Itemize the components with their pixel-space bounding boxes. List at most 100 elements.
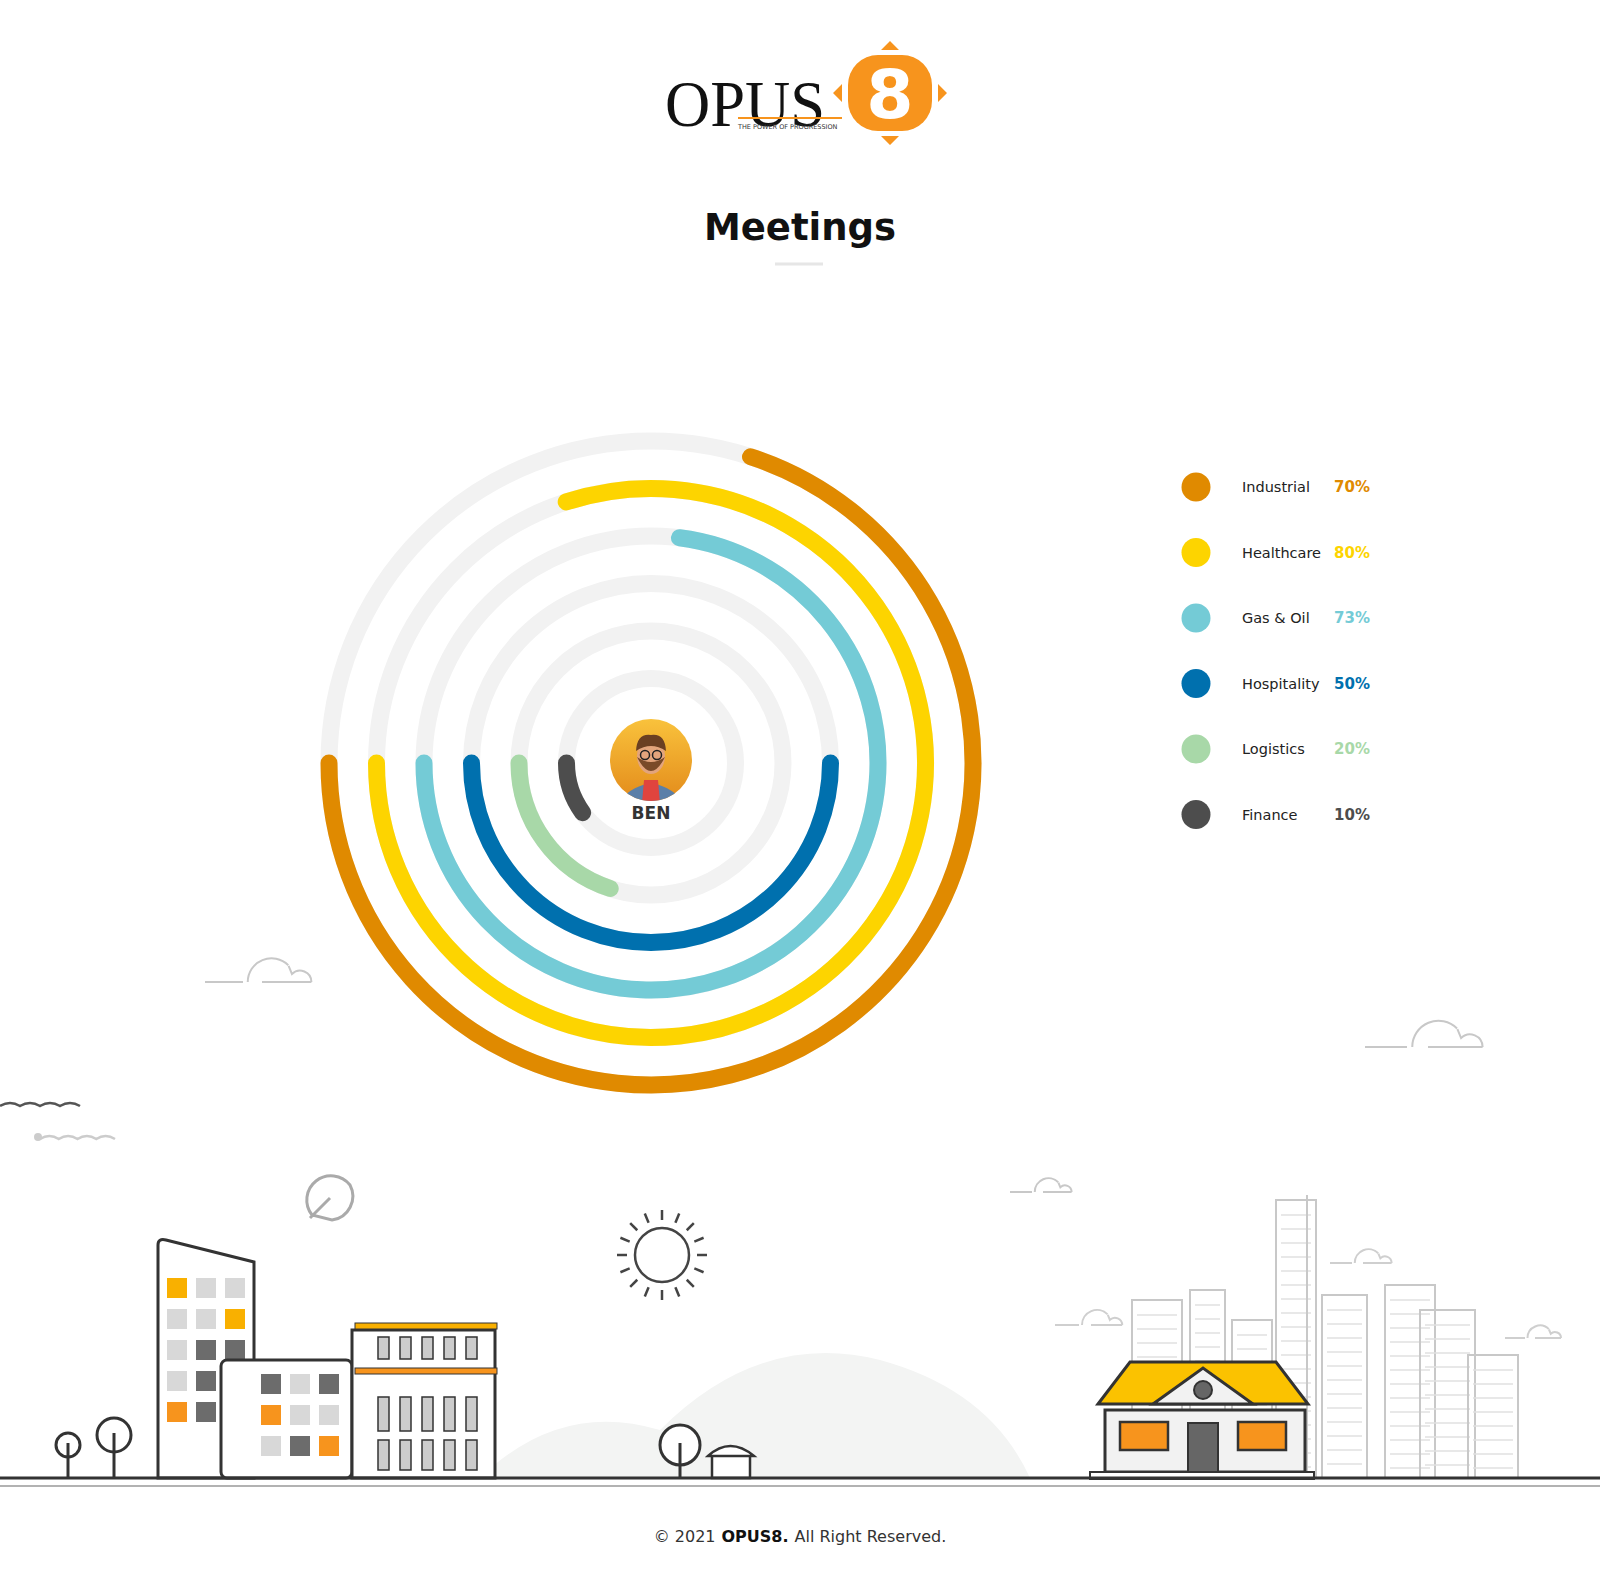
footer-brand: OPUS8. [722,1527,789,1546]
radial-bar [329,457,973,1085]
logo-tagline: THE POWER OF PROGRESSION [737,123,838,131]
sun-ray [694,1268,703,1272]
house-roof [1098,1362,1308,1404]
track [329,441,973,1085]
skyline-window [1390,1369,1430,1371]
skyline-window [1137,1328,1177,1330]
window [422,1440,433,1470]
cloud [1055,1310,1122,1325]
skyline-window [1327,1407,1362,1409]
legend-value: 80% [1334,544,1370,562]
skyline-window [1390,1411,1430,1413]
window [444,1440,455,1470]
footer-copyright: © 2021 [654,1527,716,1546]
skyline-window [1473,1369,1513,1371]
legend-label: Healthcare [1242,545,1321,561]
sun-ray [620,1238,629,1242]
bench [712,1455,750,1478]
skyline-window [1327,1323,1362,1325]
window [400,1337,411,1359]
skyline-window [1237,1348,1267,1350]
tree-trunk [679,1443,682,1478]
legend-label: Gas & Oil [1242,610,1310,626]
skyline-window [1425,1464,1470,1466]
track [519,631,783,895]
skyline-window [1473,1397,1513,1399]
skyline-window [1327,1309,1362,1311]
avatar-glasses [653,751,662,760]
window [167,1278,187,1298]
skyline-window [1390,1355,1430,1357]
cloud [1330,1249,1392,1263]
house-gable [1153,1368,1253,1404]
window [290,1436,310,1456]
skyline-window [1425,1394,1470,1396]
hill [480,1353,1030,1478]
legend-swatch [1182,669,1211,698]
skyline-window [1137,1356,1177,1358]
radial-bar [567,763,583,813]
house-door [1188,1423,1218,1472]
skyline-window [1195,1304,1220,1306]
sun-ray [694,1238,703,1242]
radial-bar [424,538,878,990]
logo-mark: 8 [866,55,913,134]
skyline-window [1425,1408,1470,1410]
legend-value: 73% [1334,609,1370,627]
skyline-window [1390,1439,1430,1441]
skyline-window [1473,1383,1513,1385]
window [261,1405,281,1425]
legend-swatch [1182,538,1211,567]
skyline-window [1195,1318,1220,1320]
track [377,489,926,1038]
skyline-window [1237,1334,1267,1336]
legend-label: Finance [1242,807,1298,823]
skyline-window [1425,1338,1470,1340]
skyline-window [1390,1313,1430,1315]
skyline-window [1425,1324,1470,1326]
skyline-window [1390,1453,1430,1455]
skyline-window [1327,1365,1362,1367]
radial-bar [472,763,831,942]
legend-item: Finance10% [1182,800,1370,829]
tree-trunk [113,1433,116,1478]
skyline-window [1390,1425,1430,1427]
logo-arrows [833,41,947,145]
skyline-window [1390,1383,1430,1385]
building [352,1330,495,1478]
window [378,1397,389,1431]
skyline-window [1425,1422,1470,1424]
avatar-hair [636,735,666,751]
chart-title: Meetings [704,206,896,249]
legend-swatch [1182,800,1211,829]
sun-ray [645,1213,649,1222]
radial-bar [377,488,926,1037]
page: OPUSTHE POWER OF PROGRESSION8MeetingsBEN… [0,0,1600,1590]
window [290,1405,310,1425]
window [196,1340,216,1360]
skyline-building [1420,1310,1475,1478]
skyline-window [1425,1366,1470,1368]
ground [0,1477,1600,1480]
tracks [329,441,973,1085]
bench-top [708,1446,754,1456]
skyline-window [1327,1421,1362,1423]
window [167,1340,187,1360]
window [400,1440,411,1470]
legend-item: Healthcare 80% [1182,538,1370,567]
window [167,1402,187,1422]
skyline-window [1473,1453,1513,1455]
dot [34,1133,42,1141]
track [567,679,736,848]
legend-label: Logistics [1242,741,1305,757]
skyline-window [1390,1467,1430,1469]
skyline-window [1473,1425,1513,1427]
legend: Industrial70%Healthcare80%Gas & Oil73%Ho… [1182,473,1370,830]
window [466,1440,477,1470]
avatar-tshirt [642,780,660,803]
skyline-window [1473,1439,1513,1441]
legend-swatch [1182,473,1211,502]
legend-item: Gas & Oil 73% [1182,604,1370,633]
house-window [1194,1381,1212,1399]
skyline-window [1425,1380,1470,1382]
